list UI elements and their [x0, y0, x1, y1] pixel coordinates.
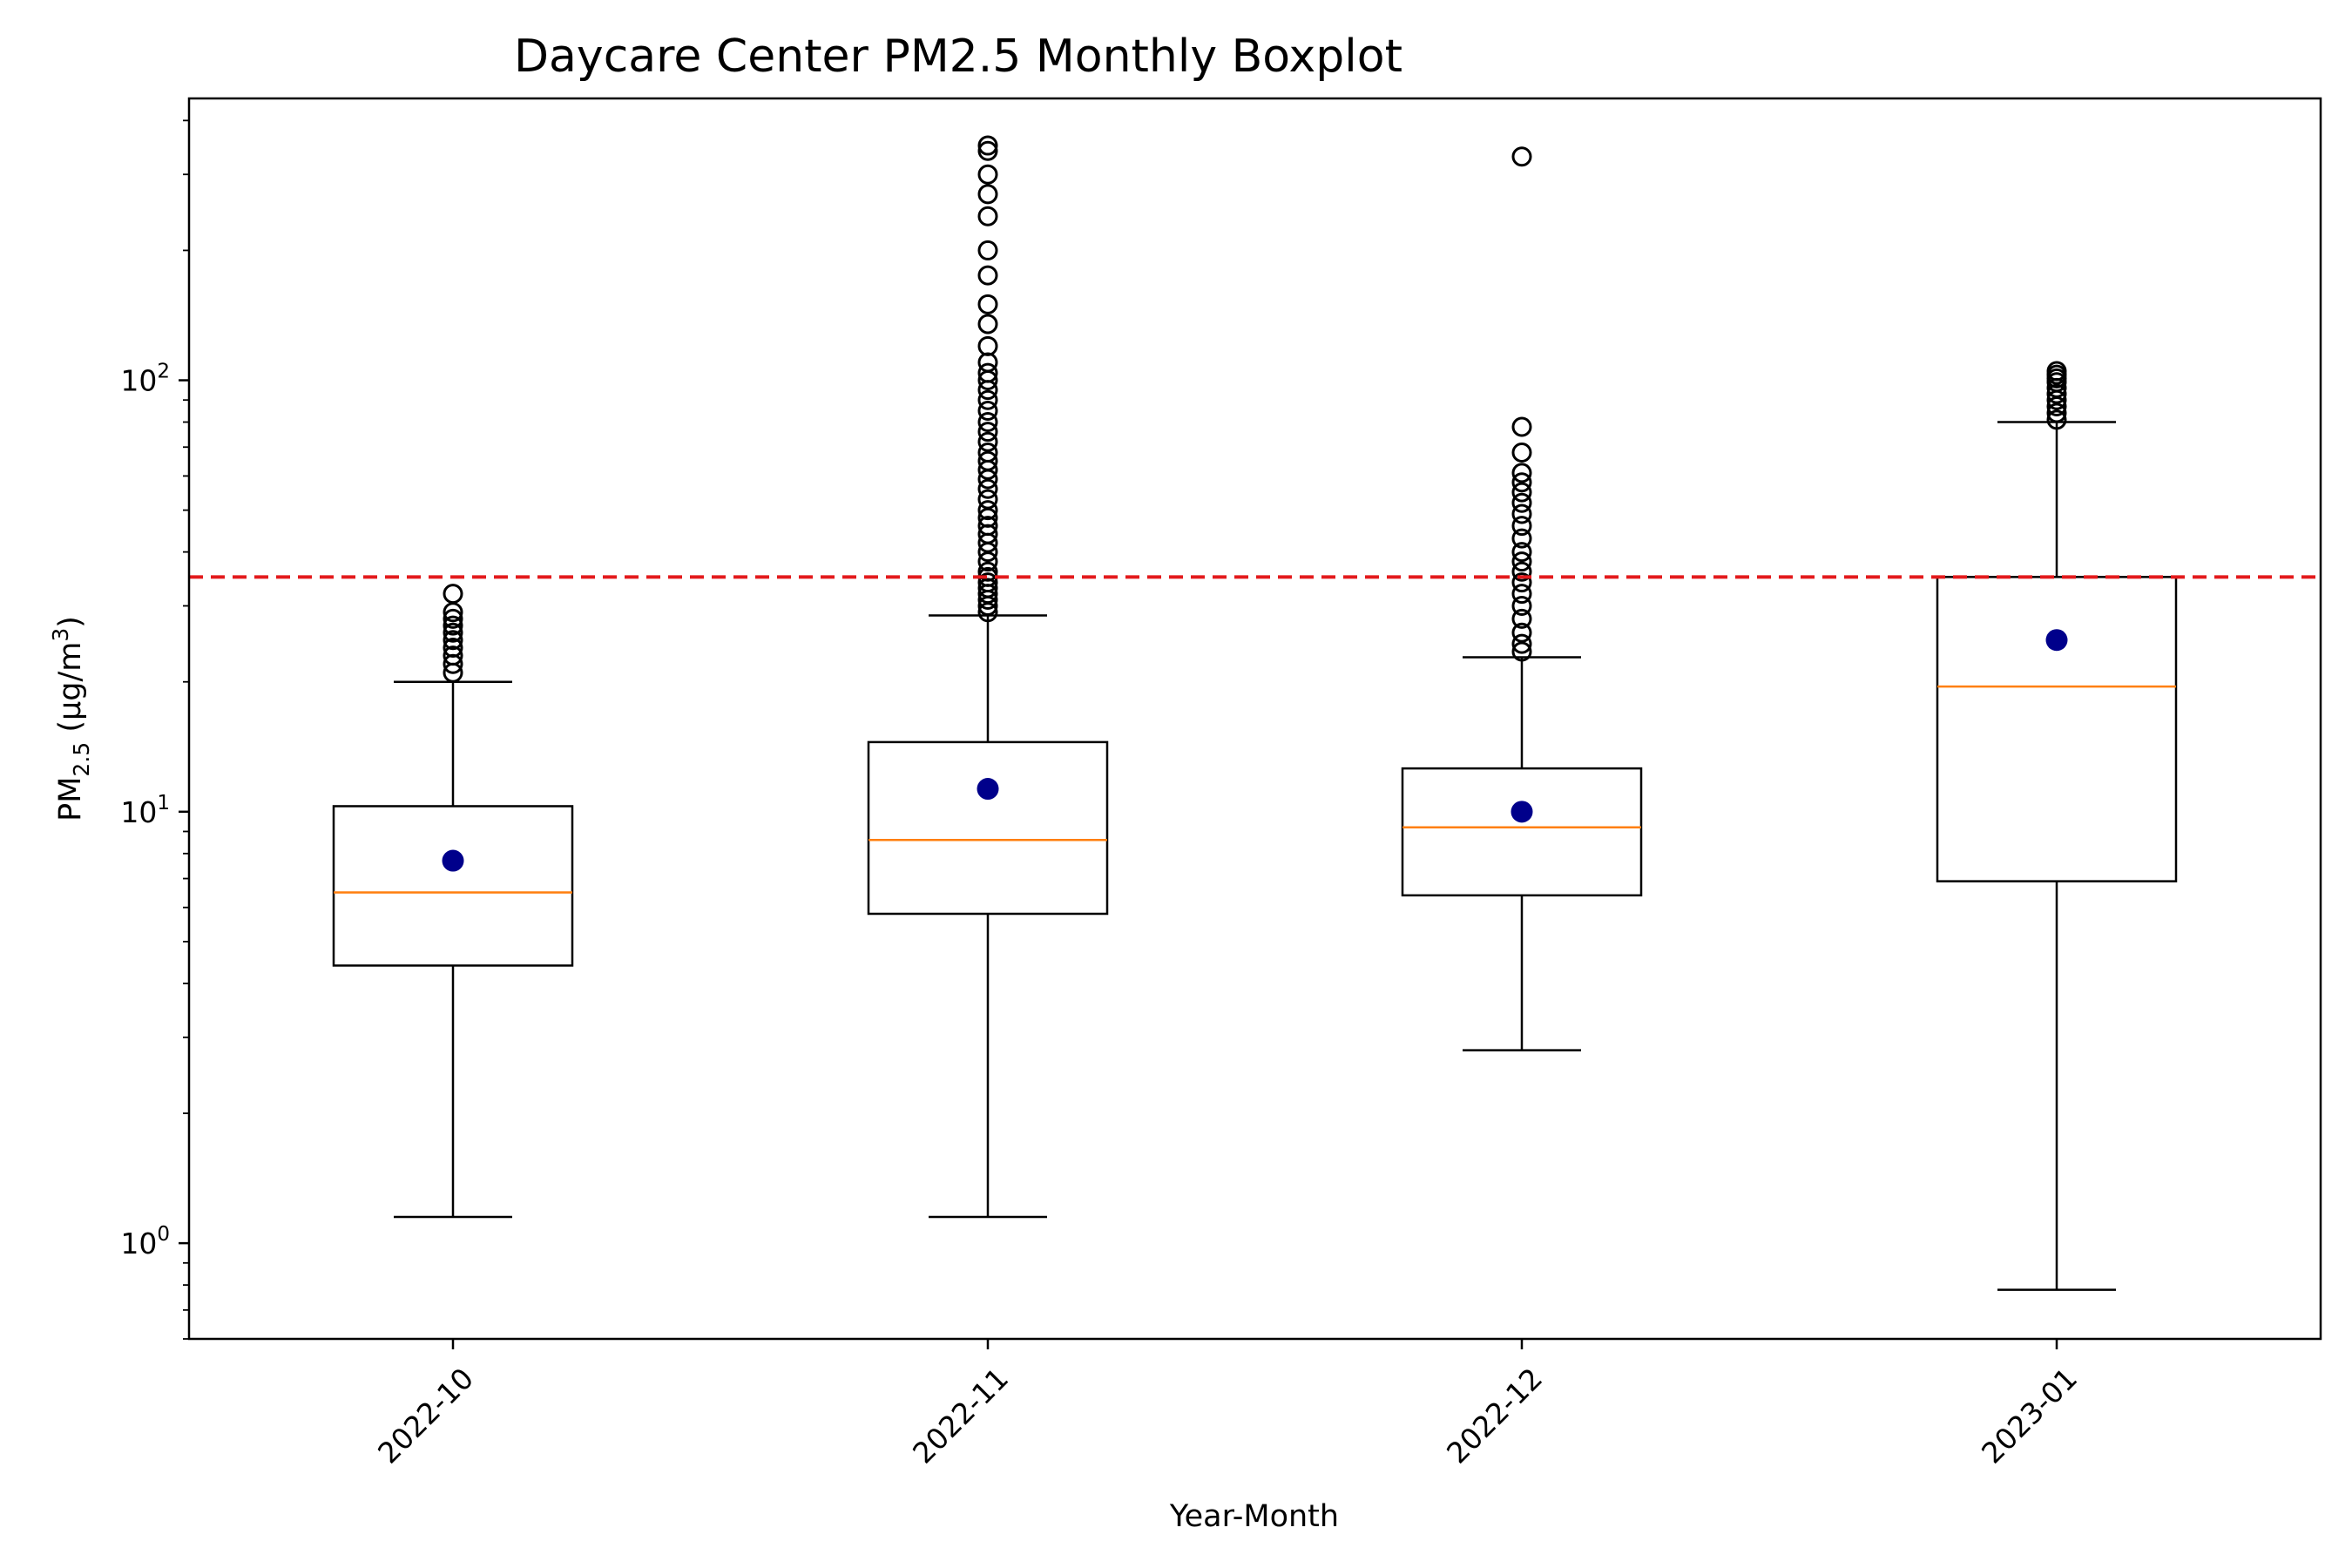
box-group-2023-01	[1936, 361, 2178, 1291]
outlier-point	[977, 164, 998, 185]
mean-marker	[2045, 629, 2068, 652]
y-tick-label: 102	[120, 361, 170, 398]
outlier-point	[443, 584, 463, 605]
outlier-point	[977, 478, 998, 499]
outlier-point	[443, 608, 463, 629]
outlier-point	[977, 442, 998, 463]
y-axis-label-sub: 2.5	[69, 742, 94, 777]
outlier-point	[1511, 472, 1532, 493]
outlier-point	[1511, 633, 1532, 654]
outlier-point	[977, 422, 998, 443]
outlier-point	[977, 240, 998, 260]
plot-frame	[187, 97, 2322, 1341]
outlier-point	[977, 389, 998, 410]
outlier-point	[1511, 482, 1532, 503]
outlier-point	[1511, 492, 1532, 513]
outlier-point	[443, 615, 463, 636]
outlier-point	[1511, 146, 1532, 167]
outlier-point	[1511, 542, 1532, 563]
outlier-point	[977, 516, 998, 537]
outlier-point	[977, 265, 998, 286]
outlier-point	[977, 184, 998, 205]
y-tick-label: 100	[120, 1223, 170, 1260]
outlier-point	[1511, 608, 1532, 629]
iqr-box	[1401, 767, 1643, 897]
outlier-point	[977, 431, 998, 452]
mean-marker	[1511, 801, 1533, 823]
outlier-point	[1511, 622, 1532, 643]
outlier-point	[1511, 463, 1532, 483]
outlier-point	[977, 140, 998, 161]
outlier-point	[977, 450, 998, 471]
outlier-point	[977, 572, 998, 593]
x-axis-label: Year-Month	[1169, 1499, 1339, 1534]
outlier-point	[977, 362, 998, 383]
outlier-point	[1511, 584, 1532, 605]
iqr-box	[1936, 576, 2178, 882]
outlier-point	[977, 561, 998, 582]
outlier-point	[1511, 641, 1532, 662]
mean-marker	[442, 849, 464, 872]
y-axis-label-unit-close: )	[53, 616, 88, 628]
box-group-2022-11	[867, 135, 1109, 1219]
outlier-point	[1511, 442, 1532, 463]
chart-title: Daycare Center PM2.5 Monthly Boxplot	[514, 30, 1402, 83]
outlier-point	[977, 551, 998, 572]
outlier-point	[443, 638, 463, 659]
outlier-point	[1511, 528, 1532, 549]
outlier-point	[2046, 402, 2067, 423]
outlier-point	[1511, 561, 1532, 582]
y-axis-label: PM2.5 (μg/m3)	[48, 616, 94, 821]
outlier-point	[977, 294, 998, 314]
y-axis-label-sup: 3	[48, 628, 73, 642]
outlier-point	[1511, 572, 1532, 593]
outlier-point	[443, 630, 463, 651]
outlier-point	[1511, 504, 1532, 524]
box-group-2022-10	[332, 584, 574, 1219]
y-tick-label: 101	[120, 792, 170, 829]
y-axis-label-base: PM	[53, 777, 88, 821]
outlier-point	[1511, 416, 1532, 437]
iqr-box	[867, 740, 1109, 916]
y-axis-label-unit-open: (μg/m	[53, 642, 88, 742]
outlier-point	[977, 489, 998, 510]
outlier-point	[443, 622, 463, 643]
outlier-point	[977, 206, 998, 226]
outlier-point	[977, 314, 998, 335]
mean-marker	[977, 778, 999, 801]
box-group-2022-12	[1401, 146, 1643, 1051]
outlier-point	[443, 645, 463, 666]
outlier-point	[977, 500, 998, 521]
outlier-point	[977, 335, 998, 356]
iqr-box	[332, 805, 574, 967]
outlier-point	[977, 135, 998, 156]
outlier-point	[1511, 551, 1532, 572]
plot-area	[189, 135, 2321, 1291]
outlier-point	[2046, 409, 2067, 430]
outlier-point	[1511, 516, 1532, 537]
outlier-point	[2046, 383, 2067, 404]
outlier-point	[977, 412, 998, 433]
outlier-point	[2046, 361, 2067, 382]
outlier-point	[977, 400, 998, 421]
outlier-point	[1511, 596, 1532, 617]
